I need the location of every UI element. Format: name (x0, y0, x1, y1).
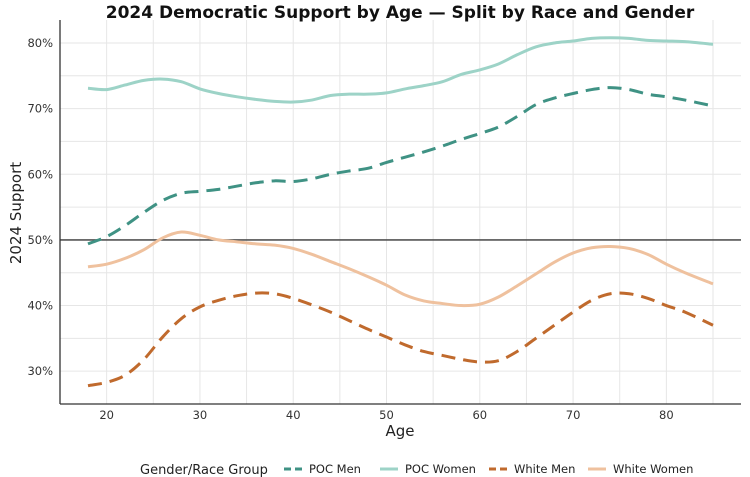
x-axis-title: Age (385, 422, 414, 440)
y-tick-label: 80% (27, 36, 53, 50)
y-tick-label: 40% (27, 299, 53, 313)
x-tick-label: 60 (472, 408, 487, 422)
legend-label: White Women (613, 462, 693, 476)
axes (59, 20, 741, 405)
legend-label: POC Men (309, 462, 361, 476)
series-lines (87, 36, 714, 388)
legend-item-white-women: White Women (588, 462, 693, 476)
legend-item-poc-women: POC Women (380, 462, 476, 476)
legend-label: POC Women (405, 462, 476, 476)
y-tick-label: 50% (27, 233, 53, 247)
y-tick-label: 30% (27, 364, 53, 378)
x-tick-label: 80 (659, 408, 674, 422)
grid (59, 20, 741, 405)
series-line-white-men (87, 291, 714, 388)
x-tick-label: 50 (379, 408, 394, 422)
series-line-poc-men (87, 86, 714, 246)
x-tick-label: 40 (286, 408, 301, 422)
legend-title: Gender/Race Group (140, 463, 268, 477)
x-tick-label: 70 (566, 408, 581, 422)
legend-label: White Men (514, 462, 575, 476)
y-tick-label: 70% (27, 102, 53, 116)
legend-item-white-men: White Men (489, 462, 575, 476)
tick-labels: 20 30 40 50 60 70 80 30% 40% 50% 60% 70% 80% (27, 36, 673, 422)
x-tick-label: 20 (99, 408, 114, 422)
series-line-white-women (87, 230, 714, 308)
x-tick-label: 30 (193, 408, 208, 422)
legend: Gender/Race Group POC Men POC Women White … (140, 462, 693, 477)
y-tick-label: 60% (27, 167, 53, 181)
chart-title: 2024 Democratic Support by Age — Split b… (106, 3, 695, 23)
y-axis-title: 2024 Support (7, 162, 25, 264)
series-line-poc-women (87, 36, 714, 104)
legend-item-poc-men: POC Men (284, 462, 361, 476)
